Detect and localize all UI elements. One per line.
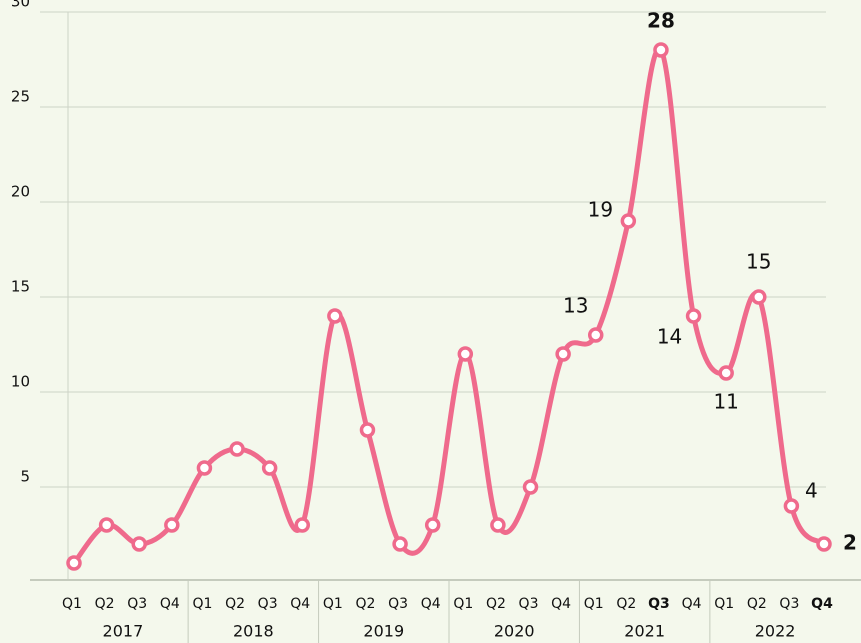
x-tick-label: Q3	[258, 596, 278, 612]
x-tick-label: Q4	[811, 596, 833, 612]
series-line	[72, 46, 826, 565]
year-label: 2020	[494, 622, 535, 641]
data-point	[653, 42, 669, 58]
x-tick-label: Q3	[127, 596, 147, 612]
data-point	[718, 365, 734, 381]
data-point	[490, 517, 506, 533]
x-tick-label: Q2	[486, 596, 506, 612]
data-label: 13	[563, 294, 588, 318]
data-point	[783, 498, 800, 514]
x-tick-label: Q1	[323, 596, 343, 612]
data-label: 2	[843, 531, 857, 555]
data-point	[294, 517, 311, 533]
y-tick-label: 20	[11, 183, 30, 201]
y-tick-label: 10	[11, 373, 30, 391]
data-point	[751, 289, 767, 305]
year-label: 2021	[624, 622, 665, 641]
data-point	[164, 517, 180, 533]
x-tick-label: Q2	[225, 596, 245, 612]
data-point	[392, 536, 408, 552]
data-point	[457, 346, 474, 362]
x-tick-label: Q4	[290, 596, 310, 612]
data-point	[261, 460, 278, 476]
data-point	[98, 517, 115, 533]
data-point	[131, 536, 147, 552]
x-tick-label: Q4	[551, 596, 571, 612]
x-tick-label: Q3	[388, 596, 408, 612]
data-label: 19	[588, 198, 613, 222]
data-point	[327, 308, 343, 324]
x-tick-label: Q3	[519, 596, 539, 612]
x-tick-label: Q1	[62, 596, 82, 612]
y-tick-label: 30	[11, 0, 30, 11]
data-point	[555, 346, 571, 362]
x-tick-label: Q3	[779, 596, 799, 612]
x-tick-label: Q4	[421, 596, 441, 612]
year-label: 2017	[103, 622, 144, 641]
x-tick-label: Q3	[648, 596, 670, 612]
data-point	[685, 308, 702, 324]
x-tick-label: Q2	[747, 596, 767, 612]
data-point	[229, 441, 245, 457]
x-tick-label: Q2	[95, 596, 115, 612]
data-point	[587, 327, 604, 343]
data-point	[620, 213, 637, 229]
y-tick-label: 15	[11, 278, 30, 296]
data-label: 11	[713, 390, 738, 414]
data-point	[196, 460, 213, 476]
y-tick-label: 25	[11, 88, 30, 106]
data-label: 4	[805, 479, 818, 503]
year-label: 2018	[233, 622, 274, 641]
data-label: 28	[647, 9, 675, 33]
year-label: 2019	[363, 622, 404, 641]
x-tick-label: Q1	[584, 596, 604, 612]
data-point	[816, 536, 832, 552]
x-tick-label: Q2	[616, 596, 636, 612]
year-label: 2022	[755, 622, 796, 641]
data-label: 14	[657, 325, 682, 349]
x-tick-label: Q4	[160, 596, 180, 612]
data-point	[424, 517, 441, 533]
data-point	[522, 479, 539, 495]
x-tick-label: Q1	[453, 596, 473, 612]
data-label: 15	[746, 250, 771, 274]
x-tick-label: Q4	[682, 596, 702, 612]
x-tick-label: Q1	[714, 596, 734, 612]
x-tick-label: Q1	[192, 596, 212, 612]
data-point	[359, 422, 376, 438]
x-tick-label: Q2	[356, 596, 376, 612]
y-tick-label: 5	[20, 468, 30, 486]
data-point	[66, 555, 82, 571]
